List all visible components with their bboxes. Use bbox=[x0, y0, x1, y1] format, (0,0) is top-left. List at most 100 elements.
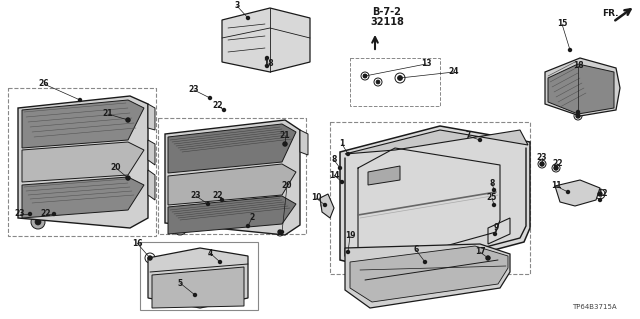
Text: 4: 4 bbox=[207, 249, 212, 257]
Text: 24: 24 bbox=[449, 68, 460, 77]
Polygon shape bbox=[18, 96, 148, 228]
Text: 22: 22 bbox=[41, 210, 51, 219]
Text: 23: 23 bbox=[15, 210, 25, 219]
Text: 15: 15 bbox=[557, 19, 567, 28]
Polygon shape bbox=[350, 246, 508, 302]
Text: 7: 7 bbox=[465, 131, 470, 140]
Polygon shape bbox=[222, 8, 310, 72]
Polygon shape bbox=[168, 124, 296, 173]
Text: 17: 17 bbox=[475, 248, 485, 256]
Circle shape bbox=[554, 166, 558, 170]
Circle shape bbox=[493, 189, 495, 191]
Polygon shape bbox=[340, 126, 530, 275]
Text: 10: 10 bbox=[311, 194, 321, 203]
Text: 20: 20 bbox=[111, 164, 121, 173]
Circle shape bbox=[284, 143, 287, 145]
Text: 19: 19 bbox=[345, 232, 355, 241]
Text: 22: 22 bbox=[212, 191, 223, 201]
Bar bbox=[344, 248, 352, 254]
Text: 18: 18 bbox=[573, 62, 583, 70]
Text: 6: 6 bbox=[413, 246, 419, 255]
Text: 8: 8 bbox=[490, 179, 495, 188]
Circle shape bbox=[493, 233, 497, 235]
Bar bbox=[340, 220, 348, 230]
Text: 21: 21 bbox=[103, 109, 113, 118]
Circle shape bbox=[541, 162, 543, 166]
Circle shape bbox=[576, 114, 580, 118]
Text: 20: 20 bbox=[282, 182, 292, 190]
Circle shape bbox=[108, 211, 122, 225]
Circle shape bbox=[31, 215, 45, 229]
Text: 16: 16 bbox=[132, 239, 142, 248]
Circle shape bbox=[173, 221, 187, 235]
Polygon shape bbox=[22, 100, 144, 148]
Circle shape bbox=[363, 74, 367, 78]
Circle shape bbox=[127, 176, 129, 180]
Circle shape bbox=[35, 219, 41, 225]
Circle shape bbox=[323, 204, 326, 206]
Circle shape bbox=[127, 118, 129, 122]
Polygon shape bbox=[148, 140, 155, 165]
Circle shape bbox=[79, 99, 81, 101]
Circle shape bbox=[246, 225, 250, 227]
Text: 8: 8 bbox=[332, 155, 337, 165]
Polygon shape bbox=[368, 166, 400, 185]
Circle shape bbox=[424, 261, 426, 263]
Text: 11: 11 bbox=[551, 182, 561, 190]
Circle shape bbox=[376, 80, 380, 84]
Text: 22: 22 bbox=[212, 101, 223, 110]
Circle shape bbox=[209, 97, 211, 100]
Circle shape bbox=[207, 203, 209, 205]
Circle shape bbox=[278, 230, 282, 234]
Text: 5: 5 bbox=[177, 278, 182, 287]
Circle shape bbox=[540, 162, 544, 166]
Circle shape bbox=[112, 215, 118, 221]
Polygon shape bbox=[165, 120, 300, 235]
Polygon shape bbox=[345, 130, 528, 154]
Text: 26: 26 bbox=[39, 79, 49, 88]
Text: 23: 23 bbox=[189, 85, 199, 94]
Circle shape bbox=[339, 167, 342, 169]
Polygon shape bbox=[548, 64, 614, 114]
Bar bbox=[340, 175, 348, 185]
Bar bbox=[494, 183, 504, 193]
Circle shape bbox=[346, 250, 349, 254]
Circle shape bbox=[340, 181, 344, 183]
Text: 25: 25 bbox=[487, 194, 497, 203]
Polygon shape bbox=[168, 196, 296, 234]
Text: 21: 21 bbox=[280, 131, 291, 140]
Circle shape bbox=[177, 225, 183, 231]
Polygon shape bbox=[22, 142, 144, 182]
Circle shape bbox=[258, 217, 272, 231]
Polygon shape bbox=[300, 130, 308, 155]
Circle shape bbox=[126, 118, 130, 122]
Circle shape bbox=[554, 167, 557, 169]
Circle shape bbox=[262, 221, 268, 227]
Circle shape bbox=[577, 110, 579, 114]
Circle shape bbox=[246, 17, 250, 19]
Circle shape bbox=[566, 190, 570, 194]
Text: TP64B3715A: TP64B3715A bbox=[572, 304, 616, 310]
Circle shape bbox=[223, 108, 225, 112]
Text: 22: 22 bbox=[553, 160, 563, 168]
Circle shape bbox=[486, 256, 490, 260]
Circle shape bbox=[486, 256, 490, 259]
Polygon shape bbox=[148, 170, 155, 200]
Polygon shape bbox=[148, 248, 248, 308]
Circle shape bbox=[126, 176, 130, 180]
Polygon shape bbox=[545, 58, 620, 116]
Text: 2: 2 bbox=[250, 213, 255, 222]
Circle shape bbox=[399, 77, 401, 79]
Text: 1: 1 bbox=[339, 139, 344, 149]
Text: 18: 18 bbox=[262, 60, 273, 69]
Polygon shape bbox=[148, 104, 155, 130]
Text: 9: 9 bbox=[493, 224, 499, 233]
Polygon shape bbox=[168, 164, 296, 205]
Text: 12: 12 bbox=[596, 189, 607, 198]
Text: FR.: FR. bbox=[602, 10, 618, 19]
Polygon shape bbox=[320, 194, 334, 218]
Text: 13: 13 bbox=[420, 60, 431, 69]
Bar bbox=[490, 200, 502, 208]
Circle shape bbox=[29, 212, 31, 216]
Circle shape bbox=[266, 64, 269, 68]
